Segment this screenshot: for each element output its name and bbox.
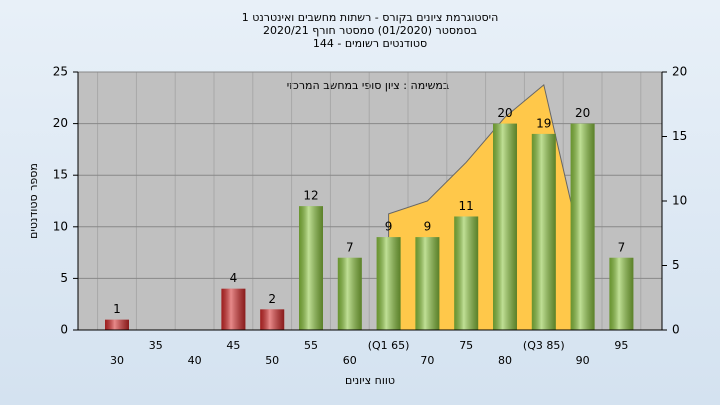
y2-tick-label: 20 [672,65,687,79]
y-tick-label: 15 [53,168,68,182]
x-tick-label: 30 [110,354,124,367]
x-axis-label: טווח ציונים [345,374,395,387]
bar-shade [105,319,129,330]
data-label: 7 [346,240,354,254]
bar-shade [337,257,362,330]
y-tick-label: 0 [60,323,68,337]
x-tick-label: 55 [304,339,318,352]
data-label: 9 [424,220,432,234]
bar-shade [454,216,479,330]
x-tick-label: 80 [498,354,512,367]
data-label: 7 [618,240,626,254]
y2-tick-label: 10 [672,194,687,208]
data-label: 9 [385,220,393,234]
bar-shade [260,309,285,330]
y-axis-label: מספר סטודנטים [27,163,40,239]
data-label: 19 [536,116,551,130]
chart-title: היסטוגרמת ציונים בקורס - רשתות מחשבים וא… [242,11,499,24]
y-tick-label: 20 [53,116,68,130]
data-label: 20 [575,106,590,120]
bar-shade [376,237,401,330]
annotation: במשימה : ציון סופי במחשב המרכזי [287,79,450,92]
bar-shade [570,123,595,330]
x-tick-label: 50 [265,354,279,367]
chart-title: סטודנטים רשומים - 144 [313,37,427,50]
x-tick-label: 45 [226,339,240,352]
data-label: 1 [113,302,121,316]
x-tick-label: 75 [459,339,473,352]
bar-shade [299,206,323,330]
bar-shade [221,288,246,330]
x-tick-label: (Q3 85) [523,339,565,352]
data-label: 20 [497,106,512,120]
bar-shade [415,237,440,330]
x-tick-label: 90 [576,354,590,367]
y-tick-label: 10 [53,219,68,233]
x-tick-label: (Q1 65) [368,339,410,352]
data-label: 11 [459,199,474,213]
y2-tick-label: 15 [672,129,687,143]
bar-shade [493,123,517,330]
y-tick-label: 25 [53,65,68,79]
x-tick-label: 95 [614,339,628,352]
x-tick-label: 40 [188,354,202,367]
y2-tick-label: 5 [672,258,680,272]
data-label: 2 [268,292,276,306]
x-tick-label: 60 [343,354,357,367]
x-tick-label: 70 [420,354,434,367]
chart-title: בסמסטר (01/2020) סמסטר חורף 2020/21 [263,24,477,37]
y2-tick-label: 0 [672,323,680,337]
bar-shade [531,133,556,330]
y-tick-label: 5 [60,271,68,285]
data-label: 12 [303,189,318,203]
data-label: 4 [230,271,238,285]
bar-shade [609,257,634,330]
x-tick-label: 35 [149,339,163,352]
